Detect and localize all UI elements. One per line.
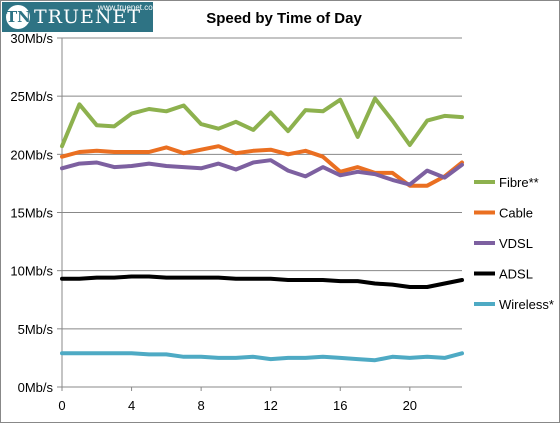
x-tick-label: 8 bbox=[198, 398, 205, 413]
axes bbox=[57, 37, 462, 391]
x-tick-label: 20 bbox=[403, 398, 417, 413]
series-line-wireless bbox=[60, 351, 464, 363]
y-tick-label: 5Mb/s bbox=[18, 322, 54, 337]
gridlines bbox=[62, 37, 462, 388]
x-tick-label: 0 bbox=[58, 398, 65, 413]
series-lines bbox=[60, 96, 464, 363]
series-line-vdsl bbox=[60, 158, 464, 187]
legend-label-adsl: ADSL bbox=[499, 267, 533, 282]
y-tick-label: 30Mb/s bbox=[10, 31, 53, 46]
x-tick-label: 12 bbox=[263, 398, 277, 413]
y-tick-label: 0Mb/s bbox=[18, 380, 54, 395]
logo-url: www.truenet.co.nz bbox=[98, 3, 164, 12]
legend-label-wireless: Wireless* bbox=[499, 297, 554, 312]
x-tick-label: 16 bbox=[333, 398, 347, 413]
series-line-cable bbox=[60, 144, 464, 188]
y-tick-label: 15Mb/s bbox=[10, 206, 53, 221]
logo-wordmark: TRUENET bbox=[34, 6, 142, 28]
chart-title: Speed by Time of Day bbox=[206, 10, 362, 27]
y-tick-labels: 0Mb/s 5Mb/s 10Mb/s 15Mb/s 20Mb/s 25Mb/s 30Mb/s bbox=[10, 31, 53, 395]
logo-emblem-icon: TN bbox=[6, 5, 31, 29]
series-line-adsl bbox=[60, 274, 464, 289]
legend-label-vdsl: VDSL bbox=[499, 236, 533, 251]
series-line-fibre bbox=[60, 96, 464, 149]
y-tick-label: 10Mb/s bbox=[10, 264, 53, 279]
legend-label-fibre: Fibre** bbox=[499, 175, 539, 190]
x-tick-label: 4 bbox=[128, 398, 135, 413]
x-tick-labels: 0 4 8 12 16 20 bbox=[58, 398, 417, 413]
legend-label-cable: Cable bbox=[499, 206, 533, 221]
y-tick-label: 25Mb/s bbox=[10, 89, 53, 104]
truenet-logo: TN TRUENET www.truenet.co.nz bbox=[2, 2, 163, 32]
legend: Fibre** Cable VDSL ADSL Wireless* bbox=[474, 175, 554, 312]
y-tick-label: 20Mb/s bbox=[10, 147, 53, 162]
